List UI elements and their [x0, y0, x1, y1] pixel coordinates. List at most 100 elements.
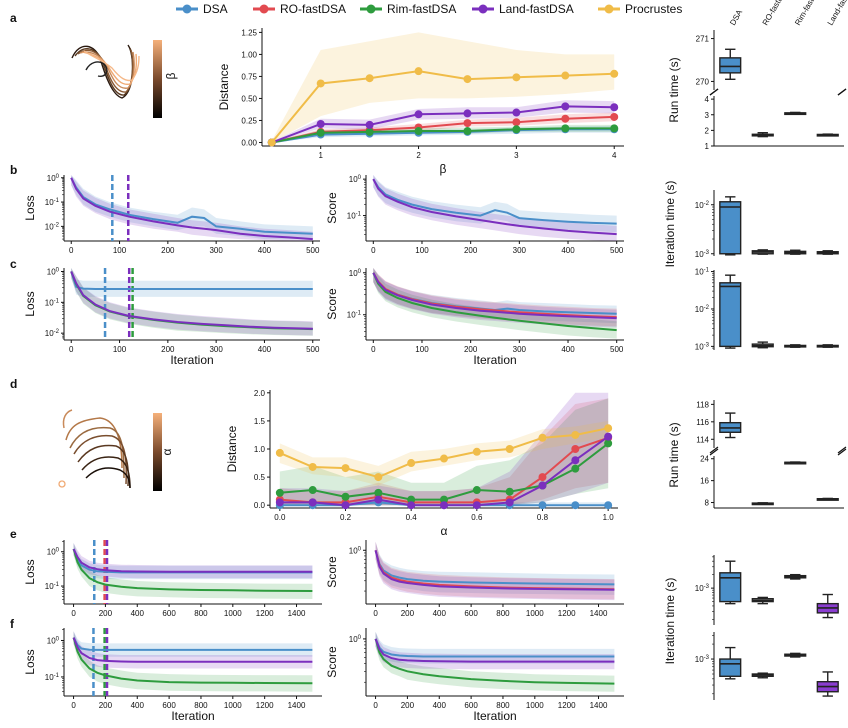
- plot-c-itertime: 10-1 10-2 10-3: [695, 268, 839, 351]
- box-dsa: [719, 412, 742, 439]
- band-land-fastdsa: [373, 175, 617, 241]
- band-land-fastdsa: [279, 392, 609, 506]
- series-line-dsa: [70, 177, 313, 235]
- series-line-rim-fastdsa: [72, 637, 313, 685]
- y-tick-label: 100: [47, 268, 60, 277]
- legend-label: DSA: [203, 2, 228, 16]
- y-tick-label: 1.00: [241, 50, 257, 59]
- point-land-fastdsa: [505, 498, 514, 507]
- point-rim-fastdsa: [374, 488, 383, 497]
- x-tick-label: 400: [131, 701, 145, 710]
- point-land-fastdsa: [604, 432, 613, 441]
- point-procrustes: [604, 424, 613, 433]
- point-rim-fastdsa: [365, 127, 374, 136]
- point-land-fastdsa: [538, 481, 547, 490]
- y-tick-label: 10-1: [45, 298, 60, 307]
- box-rim-fastdsa: [784, 111, 807, 116]
- x-tick-label: 0: [69, 345, 74, 354]
- series-line-rim-fastdsa: [374, 638, 615, 685]
- point-procrustes: [571, 430, 580, 439]
- series-line-procrustes: [271, 70, 615, 144]
- band-procrustes: [271, 32, 615, 143]
- plot-f-score: 0 200 400 600 800 1000 1200 1400 100 Score Iterati…: [325, 628, 624, 723]
- y-tick-label: 270: [696, 77, 710, 86]
- point-rim-fastdsa: [407, 495, 416, 504]
- band-dsa: [73, 543, 313, 580]
- x-tick-label: 300: [513, 345, 527, 354]
- y-tick-label: 10-3: [695, 584, 710, 593]
- box-ro-fastdsa: [751, 596, 774, 605]
- point-ro-fastdsa: [463, 119, 472, 128]
- x-tick-label: 500: [610, 345, 624, 354]
- box-ro-fastdsa: [751, 341, 774, 349]
- axis-break-mark: [837, 448, 847, 456]
- x-tick-label: 600: [464, 609, 478, 618]
- point-land-fastdsa: [463, 109, 472, 118]
- band-procrustes: [279, 420, 609, 486]
- y-axis-label: Score: [325, 288, 339, 320]
- point-rim-fastdsa: [561, 124, 570, 133]
- point-land-fastdsa: [308, 498, 317, 507]
- point-procrustes: [275, 448, 284, 457]
- box-dsa: [719, 560, 742, 605]
- x-axis-label: Iteration: [170, 353, 213, 367]
- x-tick-label: 200: [99, 701, 113, 710]
- band-rim-fastdsa: [373, 268, 617, 339]
- box-rim-fastdsa: [784, 461, 807, 465]
- band-dsa: [71, 175, 313, 240]
- x-tick-label: 200: [161, 345, 175, 354]
- y-tick-label: 114: [696, 435, 709, 444]
- x-tick-label: 0: [373, 701, 378, 710]
- y-axis-label: Loss: [23, 649, 37, 674]
- point-procrustes: [440, 454, 448, 463]
- series-line-land-fastdsa: [374, 638, 615, 663]
- point-rim-fastdsa: [472, 486, 481, 495]
- axis-break-mark: [709, 88, 719, 96]
- x-axis-label: Iteration: [473, 709, 516, 723]
- box-land-fastdsa: [816, 497, 839, 501]
- y-tick-label: 16: [700, 477, 709, 486]
- point-land-fastdsa: [407, 501, 416, 510]
- point-dsa: [571, 501, 580, 510]
- plot-a-distance: 1 2 3 4 0.00 0.25 0.50 0.75 1.00 1.25 Distance β: [217, 28, 624, 176]
- x-tick-label: 0: [71, 609, 76, 618]
- point-rim-fastdsa: [505, 487, 514, 496]
- y-tick-label: 0.50: [241, 94, 257, 103]
- point-land-fastdsa: [316, 119, 325, 128]
- x-tick-label: 1200: [558, 701, 576, 710]
- plot-e-loss: 0 200 400 600 800 1000 1200 1400 100 10-1 Loss: [23, 540, 322, 618]
- legend-label: RO-fastDSA: [280, 2, 346, 16]
- x-tick-label: 200: [464, 246, 478, 255]
- point-ro-fastdsa: [561, 114, 570, 123]
- panel-label-b: b: [10, 163, 17, 177]
- x-tick-label: 400: [258, 246, 272, 255]
- y-tick-label: 10-1: [45, 198, 60, 207]
- plot-f-loss: 0 200 400 600 800 1000 1200 1400 100 10-1 Loss Iter…: [23, 628, 322, 723]
- x-axis-label: α: [441, 524, 448, 538]
- point-rim-fastdsa: [604, 439, 613, 448]
- point-rim-fastdsa: [463, 127, 472, 136]
- x-tick-label: 400: [561, 345, 575, 354]
- panel-label-a: a: [10, 11, 17, 25]
- band-land-fastdsa: [73, 543, 313, 579]
- series-line-land-fastdsa: [70, 177, 313, 241]
- x-tick-label: 1000: [526, 701, 544, 710]
- point-land-fastdsa: [414, 110, 423, 119]
- plot-b-score: 0 100 200 300 400 500 100 10-1 Score: [325, 175, 624, 255]
- point-procrustes: [505, 445, 514, 453]
- x-tick-label: 1400: [288, 609, 306, 618]
- x-tick-label: 0: [373, 609, 378, 618]
- series-line-land-fastdsa: [72, 548, 313, 573]
- x-tick-label: 0.2: [340, 513, 352, 522]
- panel-label-e: e: [10, 527, 17, 541]
- legend-label: Rim-fastDSA: [387, 2, 456, 16]
- band-ro-fastdsa: [279, 398, 609, 506]
- band-dsa: [373, 175, 617, 233]
- x-tick-label: 1200: [256, 609, 274, 618]
- category-label: Rim-fastDSA: [793, 0, 824, 27]
- x-tick-label: 400: [433, 701, 447, 710]
- axis-break-mark: [709, 448, 719, 456]
- band-land-fastdsa: [73, 631, 313, 669]
